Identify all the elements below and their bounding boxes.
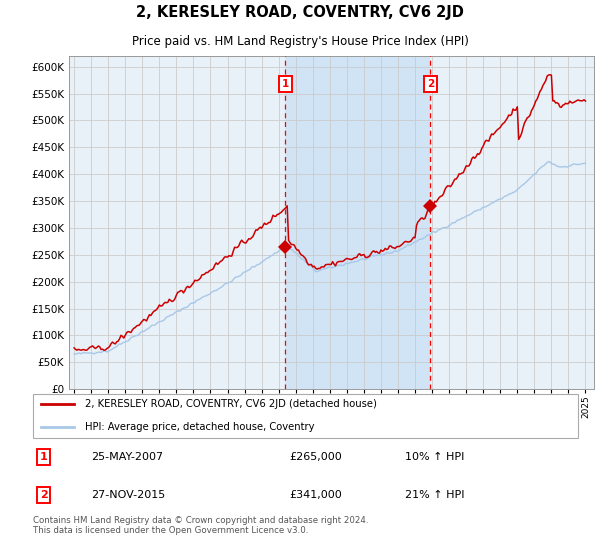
FancyBboxPatch shape [33, 394, 578, 438]
Text: 21% ↑ HPI: 21% ↑ HPI [406, 490, 465, 500]
Text: Contains HM Land Registry data © Crown copyright and database right 2024.
This d: Contains HM Land Registry data © Crown c… [33, 516, 368, 535]
Text: 25-MAY-2007: 25-MAY-2007 [91, 452, 163, 462]
Text: 2: 2 [40, 490, 47, 500]
Bar [285, 56, 430, 389]
Text: 2: 2 [427, 80, 434, 90]
Text: 1: 1 [40, 452, 47, 462]
Text: £341,000: £341,000 [289, 490, 342, 500]
Text: HPI: Average price, detached house, Coventry: HPI: Average price, detached house, Cove… [85, 422, 314, 432]
Text: 2, KERESLEY ROAD, COVENTRY, CV6 2JD (detached house): 2, KERESLEY ROAD, COVENTRY, CV6 2JD (det… [85, 399, 377, 409]
Text: £265,000: £265,000 [289, 452, 342, 462]
Text: 2, KERESLEY ROAD, COVENTRY, CV6 2JD: 2, KERESLEY ROAD, COVENTRY, CV6 2JD [136, 6, 464, 20]
Text: 10% ↑ HPI: 10% ↑ HPI [406, 452, 465, 462]
Text: 27-NOV-2015: 27-NOV-2015 [91, 490, 165, 500]
Text: Price paid vs. HM Land Registry's House Price Index (HPI): Price paid vs. HM Land Registry's House … [131, 35, 469, 48]
Text: 1: 1 [281, 80, 289, 90]
